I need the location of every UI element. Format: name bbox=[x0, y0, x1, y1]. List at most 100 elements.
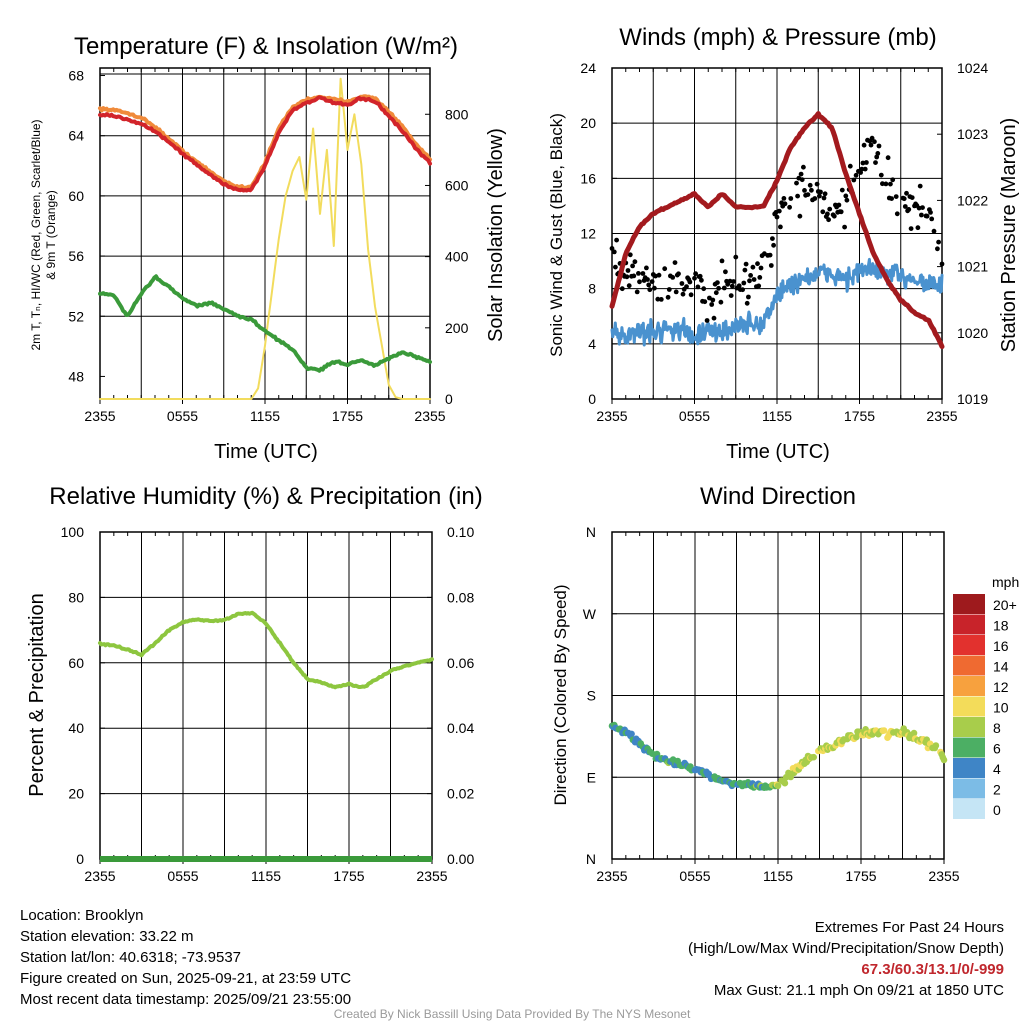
gust-dot bbox=[740, 287, 745, 293]
gust-dot bbox=[771, 242, 776, 248]
legend-swatch bbox=[953, 737, 985, 758]
gust-dot bbox=[787, 204, 792, 210]
gust-dot bbox=[767, 252, 773, 258]
gust-dot bbox=[851, 177, 857, 183]
extremes-values: 67.3/60.3/13.1/0/-999 bbox=[861, 961, 1004, 978]
gust-dot bbox=[614, 237, 619, 243]
temp-x-tick-label: 1755 bbox=[332, 408, 363, 424]
direction-point bbox=[940, 756, 948, 764]
legend-swatch bbox=[953, 758, 985, 778]
temp-y2-tick-label: 400 bbox=[445, 249, 469, 265]
gust-dot bbox=[695, 284, 701, 290]
legend-label: 18 bbox=[993, 618, 1009, 634]
gust-dot bbox=[904, 190, 909, 196]
gust-dot bbox=[636, 271, 641, 276]
station-location: Location: Brooklyn bbox=[20, 907, 144, 924]
gust-dot bbox=[637, 279, 642, 285]
temp-y-tick-label: 60 bbox=[68, 188, 84, 204]
gust-dot bbox=[680, 291, 686, 297]
gust-dot bbox=[750, 264, 756, 270]
legend-swatch bbox=[953, 799, 985, 819]
gust-dot bbox=[655, 296, 661, 302]
gust-dot bbox=[908, 226, 914, 232]
temp-y-tick-label: 52 bbox=[68, 308, 84, 324]
wind-y2-tick-label: 1022 bbox=[957, 192, 988, 208]
wdir-x-tick-label: 0555 bbox=[679, 868, 710, 884]
legend-swatch bbox=[953, 635, 985, 655]
wind-y-tick-label: 0 bbox=[588, 391, 596, 407]
temperature-chart: 2355 0555 1155 1755 2355 48 52 56 60 64 68 0 200 400 6… bbox=[29, 33, 507, 463]
rh-y2-tick-label: 0.02 bbox=[447, 786, 474, 802]
rh-y-tick-label: 80 bbox=[68, 589, 84, 605]
temp-y-axis-title: 2m T, Tₙ, HI/WC (Red, Green, Scarlet/Blu… bbox=[29, 119, 43, 350]
temp-series-line bbox=[98, 274, 432, 373]
gust-dot bbox=[755, 261, 760, 267]
legend-label: 20+ bbox=[993, 597, 1017, 613]
wind-y-axis-title: Sonic Wind & Gust (Blue, Black) bbox=[547, 113, 566, 357]
gust-dot bbox=[920, 205, 925, 211]
gust-dot bbox=[711, 315, 717, 321]
wdir-x-tick-label: 1155 bbox=[763, 868, 793, 884]
wind-y2-tick-label: 1020 bbox=[957, 325, 988, 341]
gust-dot bbox=[890, 177, 896, 183]
temp-y-tick-label: 68 bbox=[68, 68, 84, 84]
extremes-box: Extremes For Past 24 Hours (High/Low/Max… bbox=[688, 917, 1004, 1001]
gust-dot bbox=[647, 287, 653, 293]
gust-dot bbox=[873, 160, 878, 166]
temp-chart-title: Temperature (F) & Insolation (W/m²) bbox=[74, 33, 458, 60]
gust-dot bbox=[906, 207, 912, 212]
gust-dot bbox=[701, 286, 707, 292]
legend-label: 16 bbox=[993, 638, 1009, 654]
rh-x-tick-label: 2355 bbox=[416, 868, 447, 884]
gust-dot bbox=[646, 282, 652, 288]
direction-point bbox=[628, 730, 635, 738]
humidity-line bbox=[98, 610, 434, 690]
gust-dot bbox=[820, 209, 826, 215]
gust-dot bbox=[736, 283, 742, 289]
gust-dot bbox=[676, 271, 681, 277]
gust-dot bbox=[716, 285, 721, 291]
gust-dot bbox=[861, 142, 867, 148]
wind-x-axis-title: Time (UTC) bbox=[726, 441, 830, 463]
gust-dot bbox=[757, 275, 763, 280]
gust-dot bbox=[747, 278, 752, 284]
gust-dot bbox=[821, 195, 827, 201]
gust-dot bbox=[919, 212, 924, 218]
gust-dot bbox=[869, 135, 875, 141]
rh-y-tick-label: 20 bbox=[68, 786, 84, 802]
wind-y-tick-label: 12 bbox=[580, 226, 596, 242]
gust-dot bbox=[630, 263, 635, 269]
gust-dot bbox=[670, 275, 676, 280]
gust-dot bbox=[774, 214, 780, 220]
gust-dot bbox=[704, 318, 710, 323]
rh-chart-title: Relative Humidity (%) & Precipitation (i… bbox=[49, 483, 482, 510]
wind-y-tick-label: 4 bbox=[588, 336, 596, 352]
rh-x-tick-label: 0555 bbox=[167, 868, 198, 884]
rh-y-tick-label: 40 bbox=[68, 720, 84, 736]
gust-dot bbox=[807, 182, 813, 188]
gust-dot bbox=[644, 265, 649, 271]
gust-dot bbox=[838, 209, 844, 215]
gust-dot bbox=[889, 196, 894, 202]
gust-dot bbox=[874, 154, 880, 160]
winds-pressure-chart: 2355 0555 1155 1755 235504812162024101910201… bbox=[547, 24, 1020, 463]
wdir-y-tick-label: N bbox=[586, 851, 596, 867]
gust-dot bbox=[782, 201, 788, 207]
wdir-x-tick-label: 2355 bbox=[928, 868, 959, 884]
temp-x-tick-label: 1155 bbox=[250, 408, 280, 424]
gust-dot bbox=[860, 160, 866, 166]
gust-dot bbox=[729, 283, 735, 289]
gust-dot bbox=[684, 284, 689, 289]
gust-dot bbox=[692, 275, 697, 281]
gust-dot bbox=[809, 187, 814, 193]
gust-dot bbox=[847, 163, 853, 169]
gust-dot bbox=[915, 225, 921, 231]
temp-y2-tick-label: 600 bbox=[445, 177, 469, 193]
gust-dot bbox=[902, 204, 908, 209]
gust-dot bbox=[640, 271, 646, 276]
gust-dot bbox=[715, 280, 720, 285]
wdir-y-tick-label: S bbox=[587, 688, 596, 704]
gust-dot bbox=[746, 294, 751, 300]
gust-dot bbox=[864, 160, 869, 165]
gust-dot bbox=[741, 280, 747, 286]
